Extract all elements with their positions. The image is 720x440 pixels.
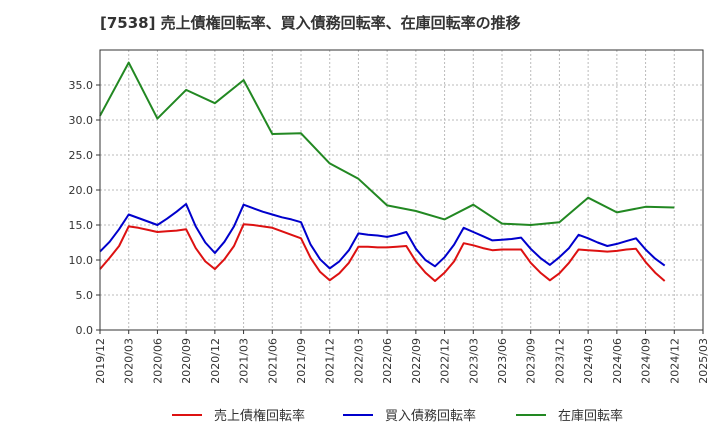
y-tick-label: 5.0 [76, 289, 94, 302]
x-tick-label: 2022/03 [352, 338, 365, 384]
x-tick-label: 2023/03 [467, 338, 480, 384]
legend: 売上債権回転率 買入債務回転率 在庫回転率 [172, 408, 623, 424]
x-tick-label: 2022/06 [381, 338, 394, 384]
series-line [99, 61, 675, 226]
series-layer [99, 61, 675, 282]
x-tick-label: 2024/03 [582, 338, 595, 384]
x-tick-label: 2019/12 [94, 338, 107, 384]
series-line [99, 223, 666, 282]
y-tick-label: 0.0 [76, 324, 94, 337]
x-tick-label: 2023/12 [553, 338, 566, 384]
x-tick-label: 2024/06 [611, 338, 624, 384]
x-tick-label: 2020/09 [180, 338, 193, 384]
y-tick-label: 30.0 [69, 114, 94, 127]
x-tick-label: 2020/03 [123, 338, 136, 384]
x-axis: 2019/12 2020/03 2020/06 2020/09 2020/12 2021/… [94, 330, 710, 384]
legend-label: 売上債権回転率 [214, 408, 305, 424]
legend-label: 在庫回転率 [558, 408, 623, 424]
x-tick-label: 2024/09 [640, 338, 653, 384]
legend-label: 買入債務回転率 [385, 408, 476, 424]
x-tick-label: 2020/12 [209, 338, 222, 384]
series-line [99, 203, 666, 270]
y-tick-label: 35.0 [69, 79, 94, 92]
x-tick-label: 2021/03 [238, 338, 251, 384]
chart-title: [7538] 売上債権回転率、買入債務回転率、在庫回転率の推移 [100, 14, 521, 32]
y-axis: 0.0 5.0 10.0 15.0 20.0 25.0 30.0 35.0 [69, 79, 100, 337]
x-tick-label: 2022/12 [439, 338, 452, 384]
x-tick-label: 2021/09 [295, 338, 308, 384]
y-tick-label: 20.0 [69, 184, 94, 197]
y-tick-label: 15.0 [69, 219, 94, 232]
y-tick-label: 10.0 [69, 254, 94, 267]
x-tick-label: 2021/06 [266, 338, 279, 384]
x-tick-label: 2024/12 [668, 338, 681, 384]
x-tick-label: 2022/09 [410, 338, 423, 384]
x-tick-label: 2023/09 [525, 338, 538, 384]
x-tick-label: 2021/12 [324, 338, 337, 384]
y-tick-label: 25.0 [69, 149, 94, 162]
x-tick-label: 2020/06 [151, 338, 164, 384]
x-tick-label: 2025/03 [697, 338, 710, 384]
x-tick-label: 2023/06 [496, 338, 509, 384]
